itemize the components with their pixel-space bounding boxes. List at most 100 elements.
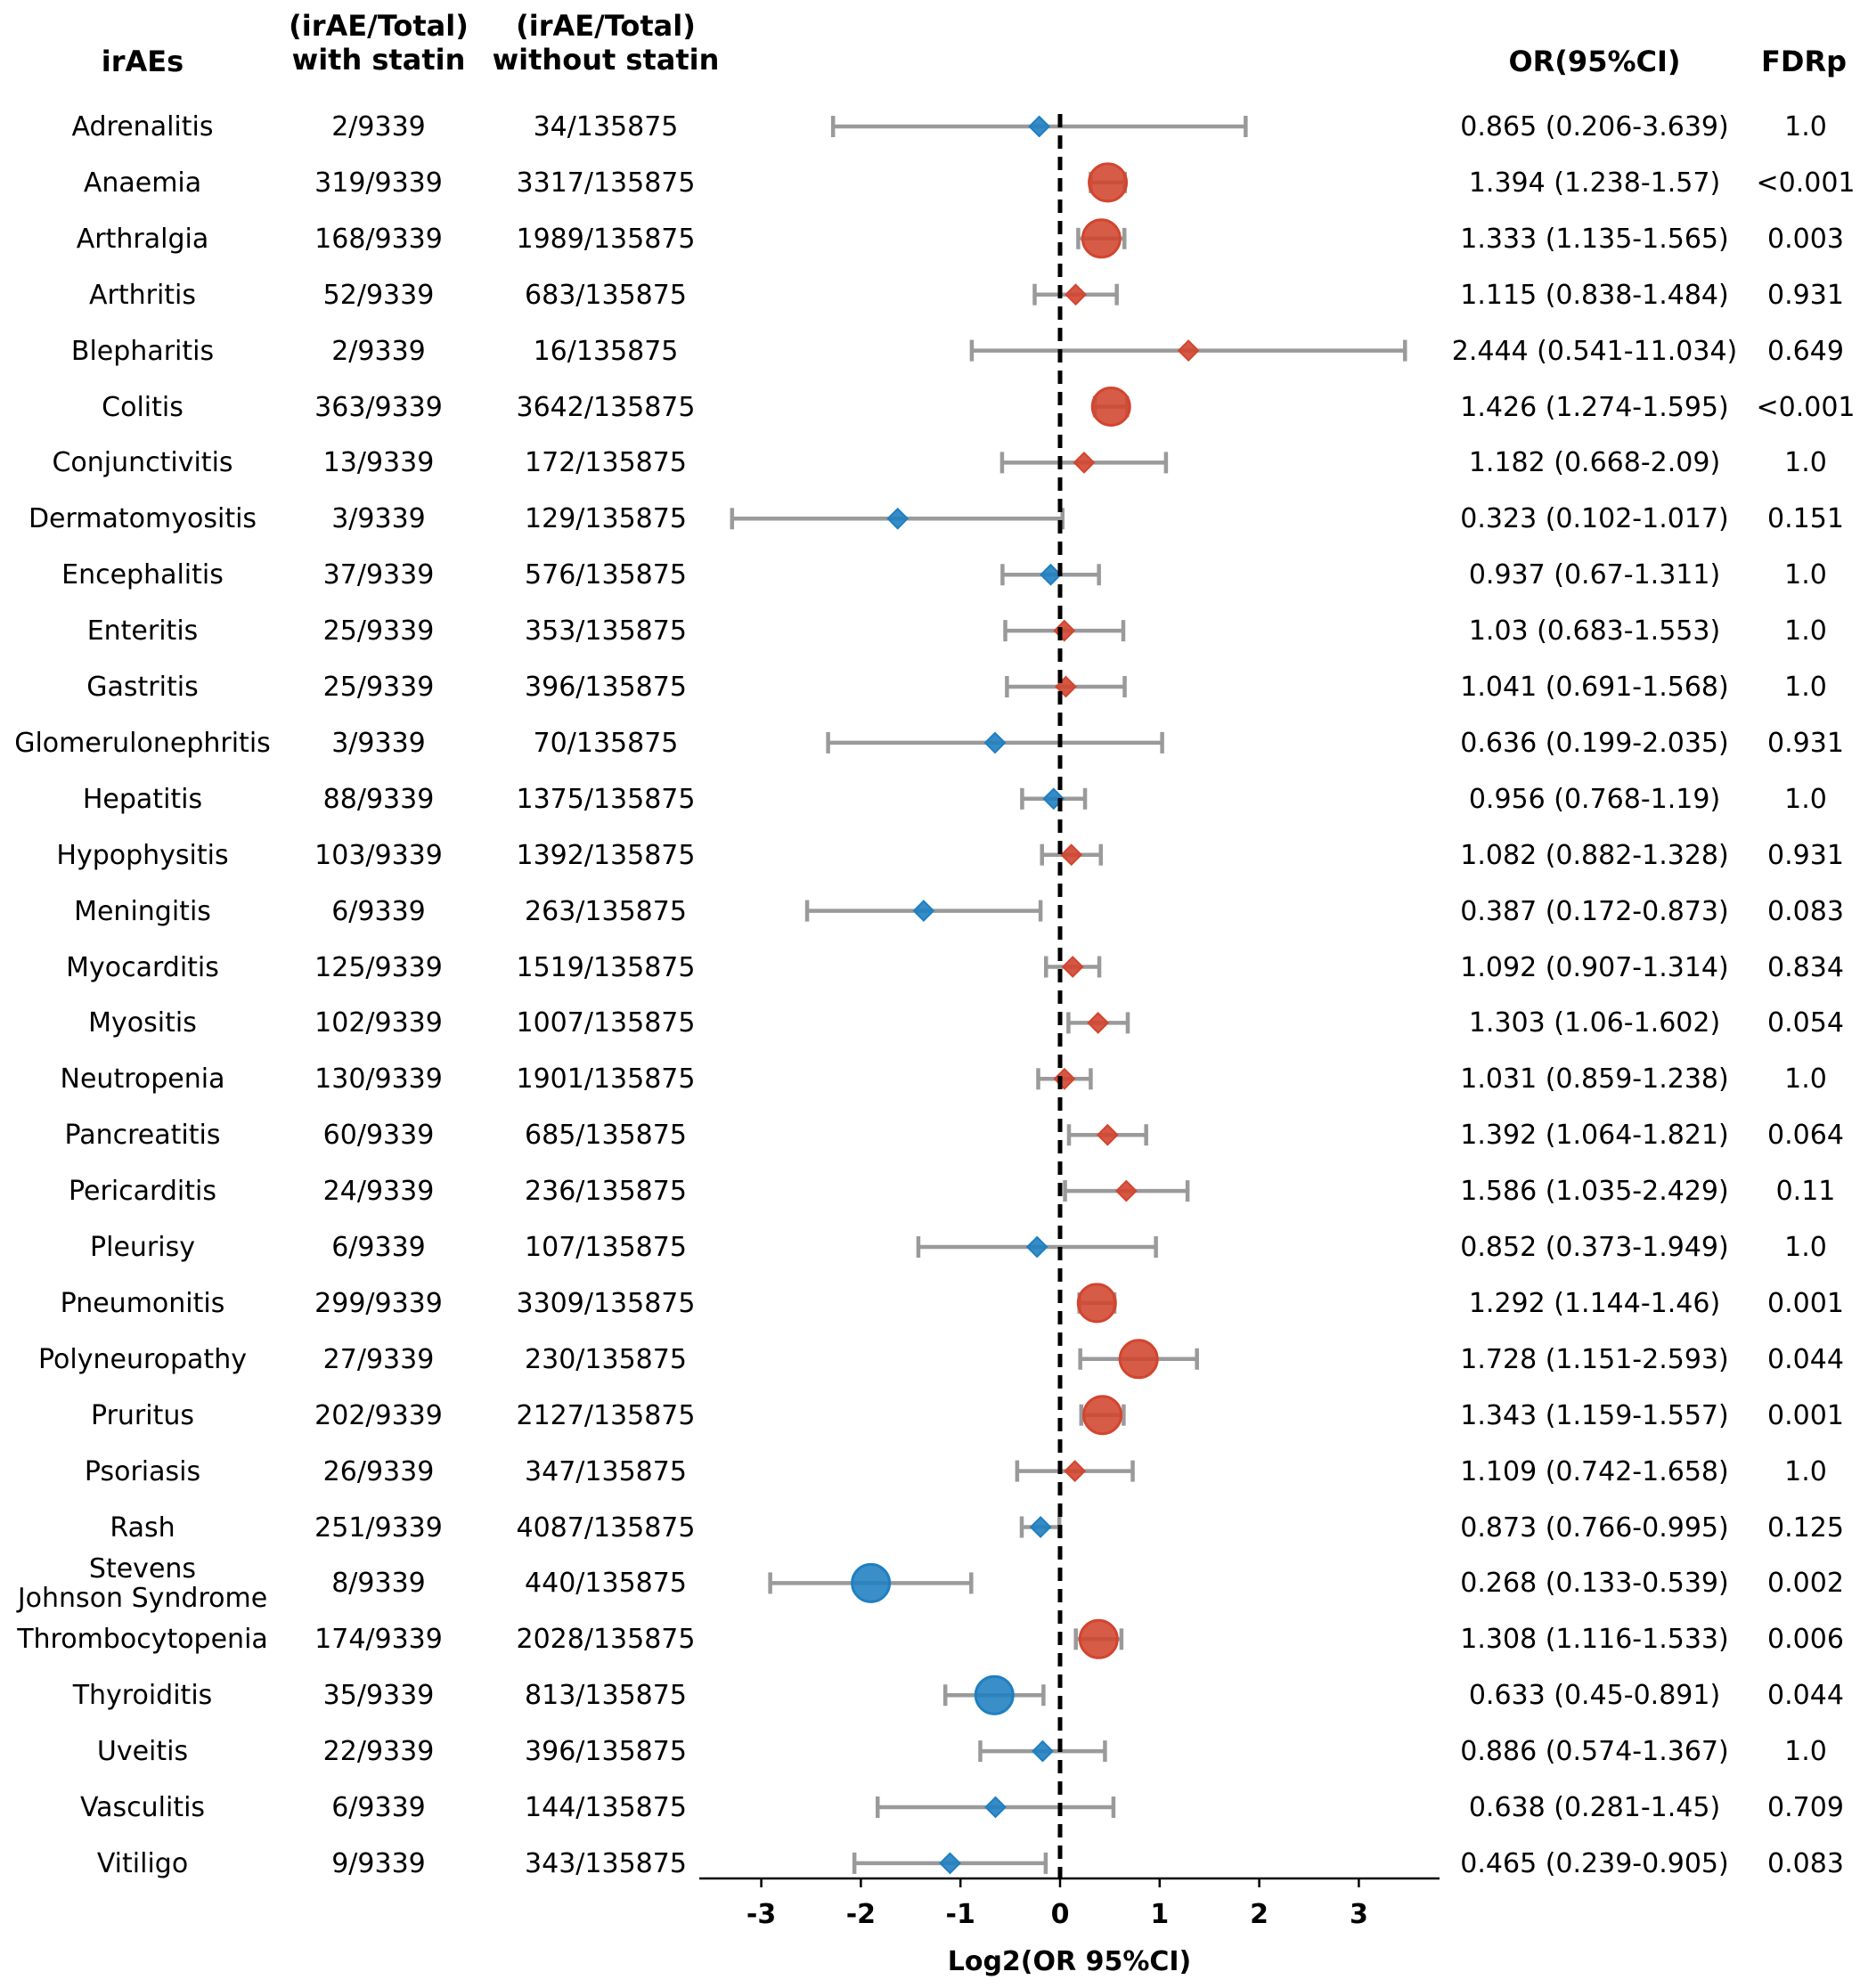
point-significant: [1081, 218, 1122, 259]
irae-name: Vasculitis: [79, 1792, 206, 1823]
fdr-value: 0.649: [1767, 335, 1844, 367]
irae-name: Blepharitis: [70, 335, 215, 367]
irae-name: Psoriasis: [84, 1455, 201, 1487]
fdr-value: 1.0: [1784, 1455, 1827, 1487]
irae-name: Pneumonitis: [60, 1287, 225, 1319]
count-without-statin: 683/135875: [525, 279, 687, 311]
count-without-statin: 3642/135875: [516, 391, 696, 423]
count-with-statin: 8/9339: [331, 1568, 426, 1600]
count-without-statin: 1375/135875: [516, 783, 696, 815]
count-without-statin: 353/135875: [525, 615, 687, 648]
count-without-statin: 396/135875: [525, 672, 687, 703]
irae-name-lines: Stevens Johnson Syndrome: [18, 1554, 267, 1613]
count-without-statin: 347/135875: [525, 1455, 687, 1487]
x-axis-label: Log2(OR 95%CI): [948, 1946, 1192, 1977]
count-without-statin: 129/135875: [525, 503, 687, 535]
header-or: OR(95%CI): [1461, 45, 1728, 78]
fdr-value: 0.044: [1767, 1343, 1844, 1375]
or-ci-value: 0.387 (0.172-0.873): [1460, 895, 1729, 927]
count-without-statin: 1519/135875: [516, 951, 696, 983]
or-ci-value: 2.444 (0.541-11.034): [1451, 335, 1738, 367]
or-ci-value: 1.394 (1.238-1.57): [1468, 167, 1721, 199]
count-without-statin: 70/135875: [533, 727, 679, 759]
fdr-value: 1.0: [1784, 1232, 1827, 1263]
fdr-value: 0.125: [1767, 1511, 1844, 1544]
count-with-statin: 2/9339: [331, 111, 426, 143]
point-nonsignificant: [1060, 843, 1083, 867]
fdr-value: 0.001: [1767, 1287, 1844, 1319]
irae-name: Conjunctivitis: [52, 447, 233, 479]
count-with-statin: 24/9339: [322, 1176, 435, 1208]
header-with-statin-line2: with statin: [291, 43, 466, 77]
count-with-statin: 102/9339: [314, 1007, 443, 1039]
fdr-value: 0.006: [1767, 1624, 1844, 1656]
x-tick-label: -1: [946, 1899, 975, 1930]
fdr-value: 0.002: [1767, 1568, 1844, 1600]
irae-name: Colitis: [102, 391, 184, 423]
point-nonsignificant: [1177, 339, 1200, 363]
or-ci-value: 1.041 (0.691-1.568): [1460, 672, 1729, 703]
irae-name: Hepatitis: [82, 783, 203, 815]
count-without-statin: 3317/135875: [516, 167, 696, 199]
or-ci-value: 0.268 (0.133-0.539): [1460, 1568, 1729, 1600]
or-ci-value: 1.182 (0.668-2.09): [1468, 447, 1721, 479]
count-with-statin: 60/9339: [322, 1120, 435, 1152]
count-without-statin: 16/135875: [533, 335, 679, 367]
count-without-statin: 1392/135875: [516, 839, 696, 871]
fdr-value: 0.083: [1767, 1847, 1844, 1879]
point-significant: [1082, 1395, 1123, 1436]
x-tick-label: 0: [1051, 1899, 1070, 1930]
fdr-value: 0.003: [1767, 223, 1844, 255]
fdr-value: 0.834: [1767, 951, 1844, 983]
count-with-statin: 26/9339: [322, 1455, 435, 1487]
count-with-statin: 363/9339: [314, 391, 443, 423]
point-nonsignificant: [1064, 1460, 1087, 1483]
x-tick-label: 2: [1250, 1899, 1269, 1930]
count-with-statin: 130/9339: [314, 1063, 443, 1096]
count-without-statin: 34/135875: [533, 111, 679, 143]
header-without-statin: (irAE/Total) without statin: [472, 9, 739, 77]
irae-name: Enteritis: [86, 615, 199, 648]
count-with-statin: 202/9339: [314, 1399, 443, 1431]
irae-name: Meningitis: [74, 895, 211, 927]
count-without-statin: 685/135875: [525, 1120, 687, 1152]
fdr-value: 0.709: [1767, 1792, 1844, 1823]
or-ci-value: 0.633 (0.45-0.891): [1468, 1680, 1721, 1712]
or-ci-value: 1.392 (1.064-1.821): [1460, 1120, 1729, 1152]
irae-name: Anaemia: [83, 167, 202, 199]
count-without-statin: 144/135875: [525, 1792, 687, 1823]
or-ci-value: 1.303 (1.06-1.602): [1468, 1007, 1721, 1039]
count-with-statin: 88/9339: [322, 783, 435, 815]
or-ci-value: 0.638 (0.281-1.45): [1468, 1792, 1721, 1823]
or-ci-value: 1.728 (1.151-2.593): [1460, 1343, 1729, 1375]
point-nonsignificant: [1025, 1235, 1048, 1259]
or-ci-value: 0.636 (0.199-2.035): [1460, 727, 1729, 759]
or-ci-value: 1.092 (0.907-1.314): [1460, 951, 1729, 983]
count-with-statin: 37/9339: [322, 559, 435, 591]
fdr-value: 0.931: [1767, 727, 1844, 759]
fdr-value: <0.001: [1756, 167, 1856, 199]
count-without-statin: 2127/135875: [516, 1399, 696, 1431]
or-ci-value: 1.03 (0.683-1.553): [1468, 615, 1721, 648]
irae-name: Gastritis: [86, 672, 199, 703]
or-ci-value: 1.115 (0.838-1.484): [1460, 279, 1729, 311]
or-ci-value: 0.865 (0.206-3.639): [1460, 111, 1729, 143]
point-nonsignificant: [1032, 1740, 1054, 1763]
count-without-statin: 230/135875: [525, 1343, 687, 1375]
count-without-statin: 396/135875: [525, 1736, 687, 1768]
or-ci-value: 1.292 (1.144-1.46): [1468, 1287, 1721, 1319]
point-nonsignificant: [939, 1852, 961, 1875]
header-irae: irAEs: [53, 45, 232, 78]
count-with-statin: 299/9339: [314, 1287, 443, 1319]
irae-name: Neutropenia: [60, 1063, 225, 1096]
x-tick-label: 1: [1150, 1899, 1169, 1930]
point-significant: [1118, 1339, 1159, 1380]
irae-name: Pleurisy: [90, 1232, 195, 1263]
fdr-value: 0.001: [1767, 1399, 1844, 1431]
count-with-statin: 6/9339: [331, 895, 426, 927]
irae-name: Myositis: [88, 1007, 197, 1039]
fdr-value: 0.151: [1767, 503, 1844, 535]
count-with-statin: 2/9339: [331, 335, 426, 367]
header-with-statin: (irAE/Total) with statin: [263, 9, 494, 77]
